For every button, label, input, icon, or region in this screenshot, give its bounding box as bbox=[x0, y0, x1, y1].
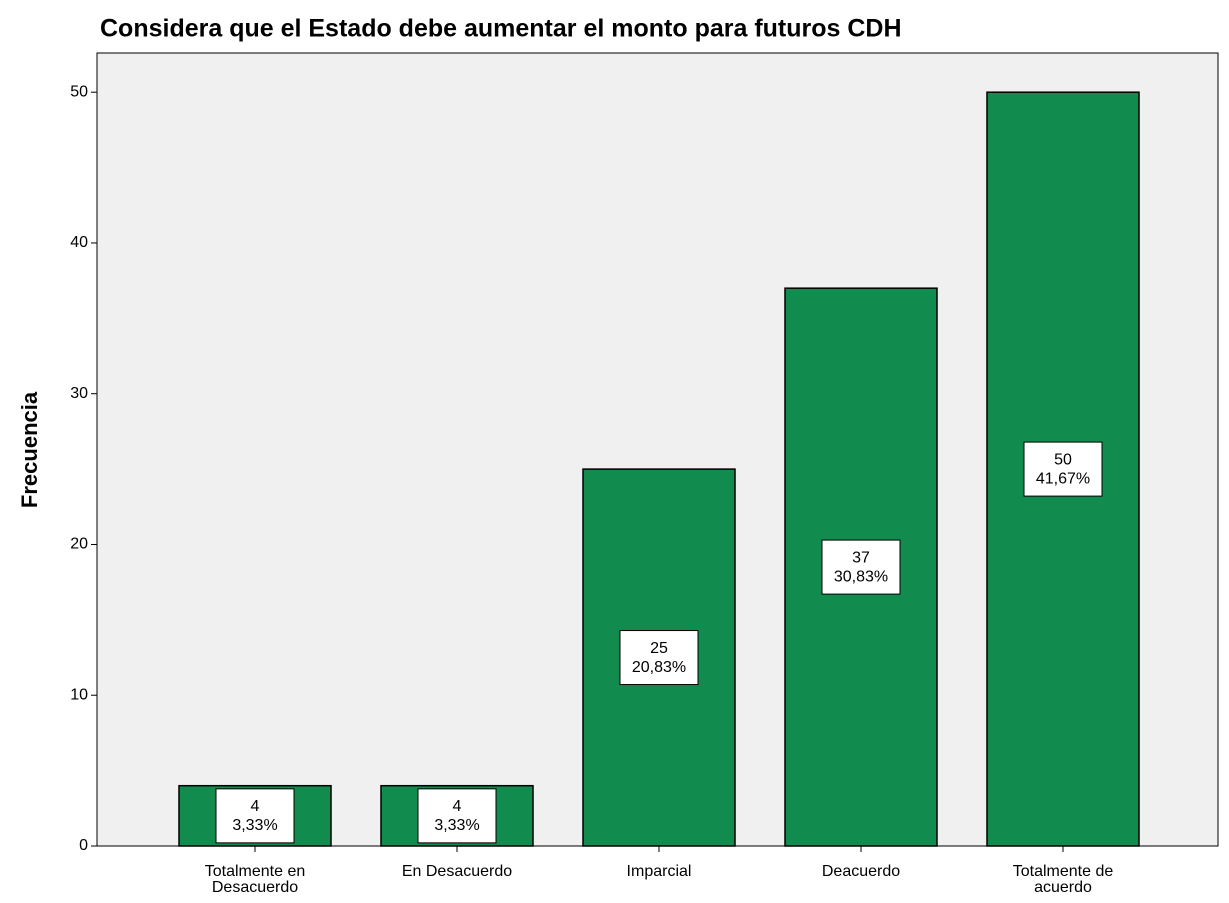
data-label-percent: 3,33% bbox=[232, 817, 277, 834]
y-axis-label: Frecuencia bbox=[17, 391, 42, 508]
data-label-box bbox=[215, 788, 295, 844]
y-tick-label: 20 bbox=[70, 536, 88, 553]
x-tick-label: Totalmente de acuerdo bbox=[1012, 863, 1114, 896]
data-label-box bbox=[821, 539, 901, 595]
data-label-count: 4 bbox=[251, 798, 260, 815]
data-label-count: 50 bbox=[1054, 451, 1072, 468]
chart-title: Considera que el Estado debe aumentar el… bbox=[100, 15, 902, 43]
data-label-percent: 41,67% bbox=[1036, 470, 1090, 487]
y-tick-label: 30 bbox=[70, 385, 88, 402]
y-tick-label: 50 bbox=[70, 83, 88, 100]
data-label-box bbox=[619, 630, 699, 686]
data-label: 37 30,83% bbox=[821, 539, 901, 595]
y-tick-label: 10 bbox=[70, 686, 88, 703]
data-label-percent: 20,83% bbox=[632, 659, 686, 676]
data-label: 4 3,33% bbox=[417, 788, 497, 844]
y-tick-label: 40 bbox=[70, 234, 88, 251]
data-label: 4 3,33% bbox=[215, 788, 295, 844]
data-label: 50 41,67% bbox=[1023, 441, 1103, 497]
data-label-count: 25 bbox=[650, 640, 668, 657]
data-label-count: 4 bbox=[453, 798, 462, 815]
x-tick-label: Imparcial bbox=[626, 863, 692, 880]
y-tick-label: 0 bbox=[79, 837, 88, 854]
data-label-count: 37 bbox=[852, 549, 870, 566]
x-tick-label: Totalmente en Desacuerdo bbox=[204, 863, 306, 896]
data-label-percent: 30,83% bbox=[834, 568, 888, 585]
data-label-percent: 3,33% bbox=[434, 817, 479, 834]
x-tick-label: En Desacuerdo bbox=[401, 863, 513, 880]
data-label: 25 20,83% bbox=[619, 630, 699, 686]
data-label-box bbox=[1023, 441, 1103, 497]
data-label-box bbox=[417, 788, 497, 844]
x-tick-label: Deacuerdo bbox=[821, 863, 901, 880]
